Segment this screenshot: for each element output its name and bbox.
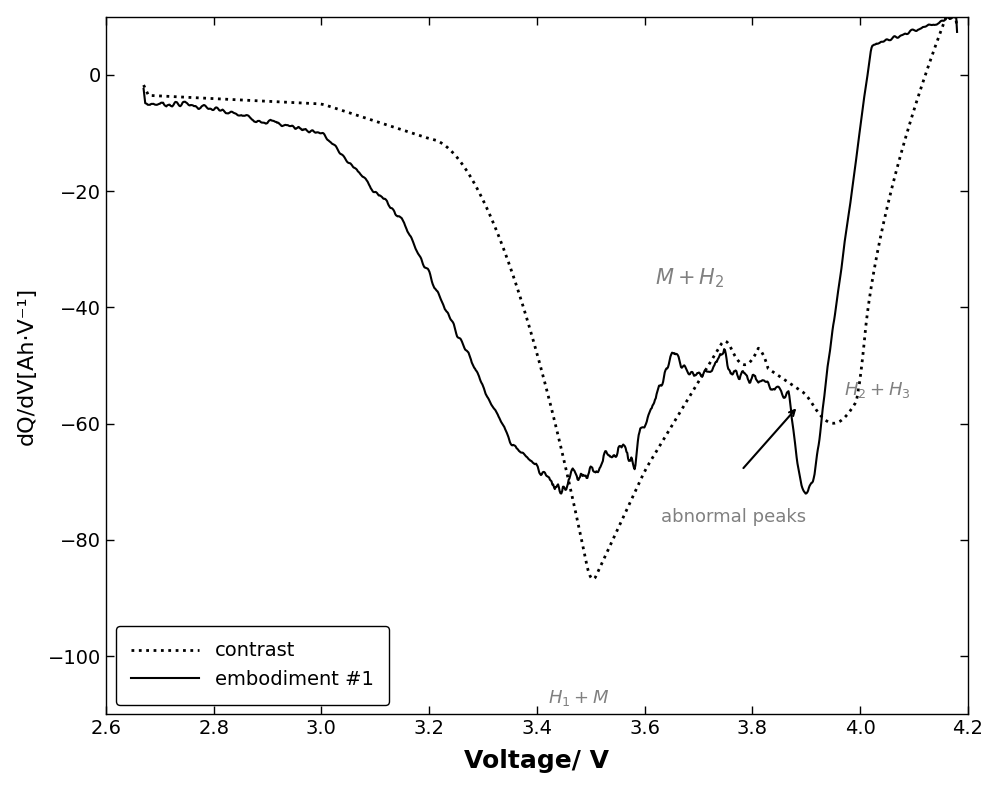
X-axis label: Voltage/ V: Voltage/ V [464,750,609,773]
embodiment #1 [800,489,812,498]
contrast [138,81,150,90]
contrast [947,0,959,4]
Line: contrast: contrast [144,0,957,579]
contrast [773,371,785,381]
Text: $M+H_2$: $M+H_2$ [655,266,725,290]
embodiment #1 [467,359,479,369]
embodiment #1 [951,27,963,36]
contrast [951,23,963,32]
Text: $H_1+M$: $H_1+M$ [548,688,609,708]
embodiment #1 [696,372,708,382]
embodiment #1 [787,419,799,429]
contrast [221,95,233,104]
contrast [467,175,479,185]
embodiment #1 [947,13,959,22]
contrast [697,370,709,379]
Legend: contrast, embodiment #1: contrast, embodiment #1 [116,626,389,705]
embodiment #1 [496,419,508,428]
contrast [587,574,599,584]
embodiment #1 [221,108,233,118]
contrast [787,381,799,390]
embodiment #1 [772,382,784,391]
Y-axis label: dQ/dV[Ah·V⁻¹]: dQ/dV[Ah·V⁻¹] [17,287,37,445]
contrast [496,239,508,249]
Text: abnormal peaks: abnormal peaks [661,509,806,526]
embodiment #1 [138,84,150,93]
Text: $H_2+H_3$: $H_2+H_3$ [844,379,911,400]
Line: embodiment #1: embodiment #1 [144,17,957,494]
